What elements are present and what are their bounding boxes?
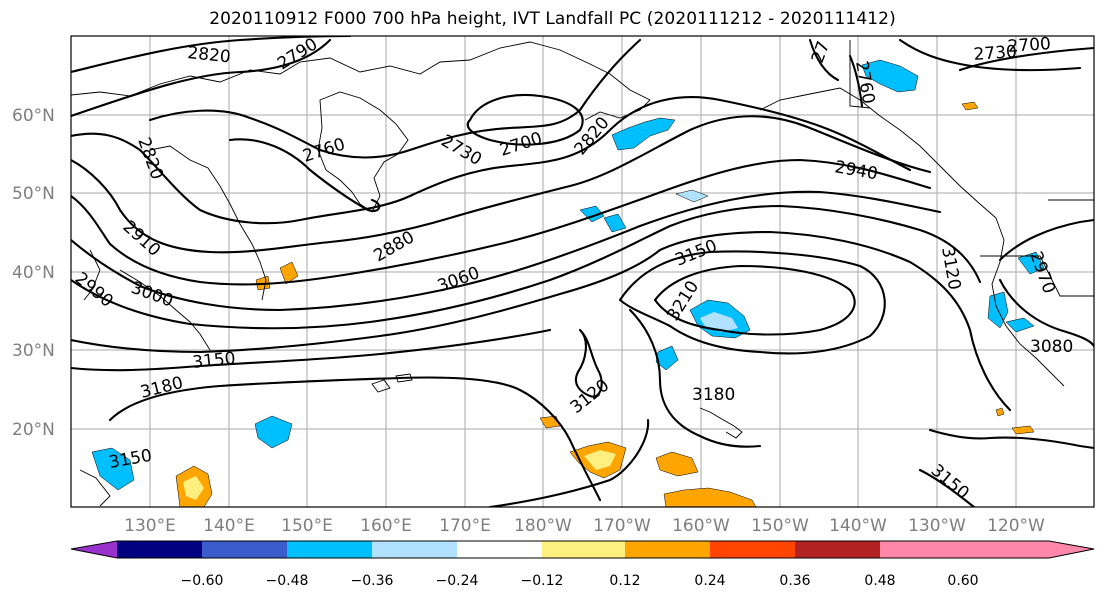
colorbar-tick-label: −0.12 — [521, 573, 564, 589]
colorbar-segment — [542, 541, 625, 558]
lon-label: 160°W — [672, 516, 730, 536]
latitude-labels: 60°N 50°N 40°N 30°N 20°N — [12, 106, 55, 440]
colorbar-segment — [880, 541, 963, 558]
contour-label: 3180 — [692, 385, 735, 405]
height-contours — [71, 36, 1094, 507]
colorbar-outline — [70, 540, 1095, 559]
colorbar-tick-label: −0.24 — [436, 573, 479, 589]
colorbar-segment — [287, 541, 372, 558]
ivt-shading — [91, 59, 1045, 507]
colorbar-segment — [795, 541, 880, 558]
lat-label: 60°N — [12, 106, 55, 126]
colorbar-tick-label: 0.24 — [694, 573, 725, 589]
colorbar-tick-label: 0.36 — [779, 573, 810, 589]
contour-label: 2820 — [186, 43, 231, 67]
colorbar-segment — [117, 541, 202, 558]
lat-label: 20°N — [12, 420, 55, 440]
lon-label: 180°W — [514, 516, 572, 536]
colorbar: −0.60 −0.48 −0.36 −0.24 −0.12 0.12 0.24 … — [70, 540, 1095, 589]
colorbar-extend-low — [71, 541, 117, 558]
graticule — [71, 36, 1094, 507]
map-border — [70, 35, 1095, 508]
longitude-labels: 130°E 140°E 150°E 160°E 170°E 180°W 170°… — [124, 516, 1045, 536]
lon-label: 130°W — [908, 516, 966, 536]
coastlines — [71, 40, 1094, 507]
lon-label: 130°E — [124, 516, 176, 536]
colorbar-tick-label: −0.60 — [181, 573, 224, 589]
lon-label: 170°W — [593, 516, 651, 536]
colorbar-segment — [710, 541, 795, 558]
contour-label: 3080 — [1030, 337, 1073, 357]
contour-label: 2730 — [973, 42, 1018, 65]
colorbar-segment — [202, 541, 287, 558]
map-title: 2020110912 F000 700 hPa height, IVT Land… — [209, 9, 896, 29]
colorbar-extend-high — [963, 541, 1094, 558]
lat-label: 30°N — [12, 341, 55, 361]
colorbar-tick-label: 0.12 — [609, 573, 640, 589]
lon-label: 150°W — [751, 516, 809, 536]
contour-label: 3150 — [191, 349, 236, 373]
colorbar-segment — [372, 541, 457, 558]
lon-label: 160°E — [360, 516, 412, 536]
colorbar-tick-label: −0.36 — [351, 573, 394, 589]
lon-label: 170°E — [439, 516, 491, 536]
colorbar-tick-label: −0.48 — [266, 573, 309, 589]
lon-label: 150°E — [281, 516, 333, 536]
colorbar-segment — [625, 541, 710, 558]
colorbar-tick-label: 0.60 — [947, 573, 978, 589]
lon-label: 120°W — [987, 516, 1045, 536]
contour-label: 2700 — [1007, 34, 1052, 57]
colorbar-tick-label: 0.48 — [864, 573, 895, 589]
colorbar-segment — [457, 541, 542, 558]
lon-label: 140°E — [203, 516, 255, 536]
lon-label: 140°W — [829, 516, 887, 536]
lat-label: 50°N — [12, 184, 55, 204]
lat-label: 40°N — [12, 263, 55, 283]
